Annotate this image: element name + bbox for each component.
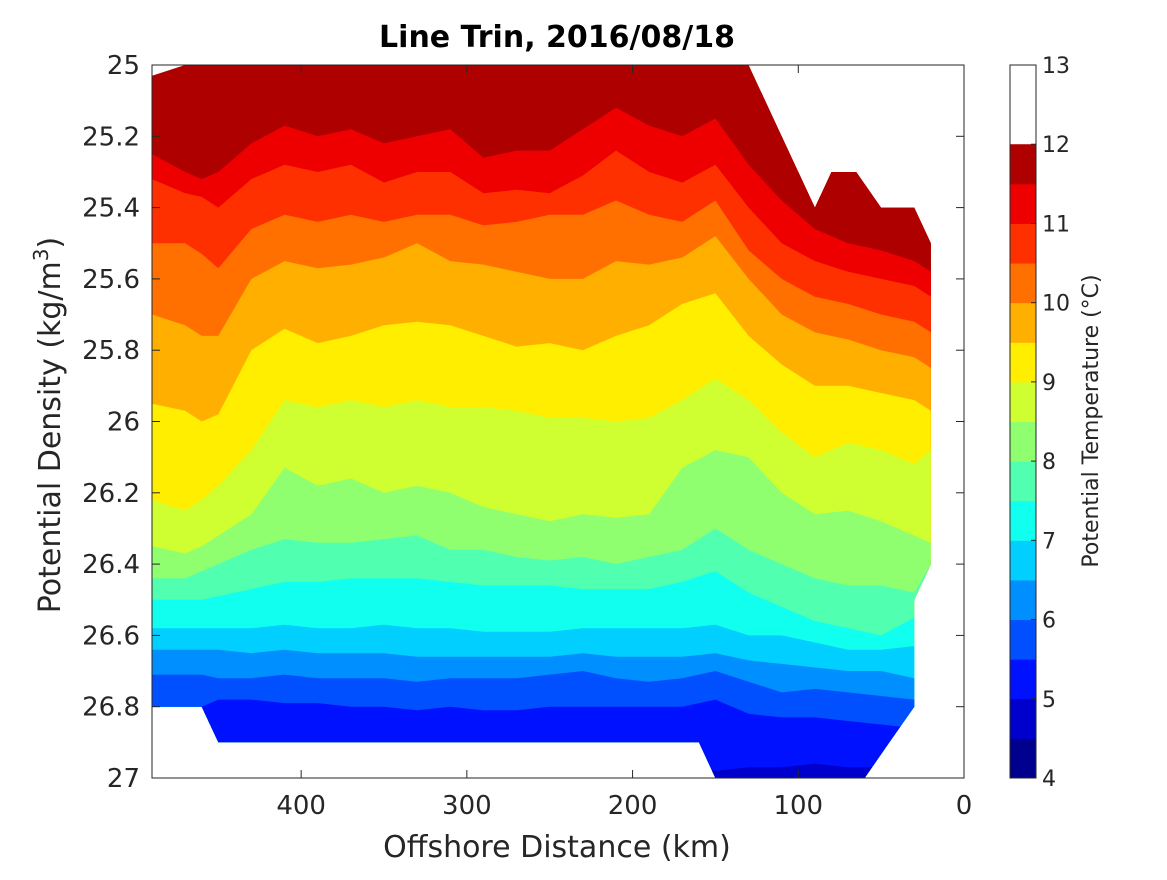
colorbar-frame	[1009, 64, 1037, 779]
colorbar-swatch	[1010, 223, 1036, 264]
y-axis-label-superscript: 3	[29, 248, 53, 261]
y-tick-label: 25.2	[82, 122, 140, 152]
y-tick-label: 25	[107, 51, 140, 81]
colorbar: 4 5 6 7 8 9 10 11 12 13	[1009, 54, 1070, 792]
colorbar-tick-label: 9	[1042, 371, 1056, 396]
y-tick-label: 25.4	[82, 194, 140, 224]
colorbar-tick-label: 12	[1042, 133, 1070, 158]
colorbar-swatch	[1010, 144, 1036, 185]
colorbar-tick-label: 8	[1042, 450, 1056, 475]
colorbar-swatch	[1010, 263, 1036, 304]
x-tick-label: 300	[442, 791, 492, 821]
y-axis-label: Potential Density (kg/m3)	[29, 237, 68, 613]
y-tick-label: 26	[107, 408, 140, 438]
y-tick-label: 25.6	[82, 265, 140, 295]
x-tick-label: 100	[773, 791, 823, 821]
colorbar-tick-label: 4	[1042, 767, 1056, 792]
y-axis-label-suffix: )	[33, 237, 68, 249]
y-tick-label: 26.4	[82, 550, 140, 580]
y-axis: 25 25.2 25.4 25.6 25.8 26 26.2 26.4 26.6 26.8 27	[82, 51, 964, 794]
y-tick-label: 26.6	[82, 621, 140, 651]
colorbar-tick-label: 13	[1042, 54, 1070, 79]
colorbar-swatch	[1010, 461, 1036, 502]
y-tick-label: 26.8	[82, 693, 140, 723]
colorbar-label: Potential Temperature (°C)	[1079, 274, 1104, 567]
colorbar-swatch	[1010, 579, 1036, 621]
colorbar-swatch	[1010, 342, 1036, 383]
x-axis: 400 300 200 100 0	[276, 65, 972, 821]
y-tick-label: 27	[107, 764, 140, 794]
colorbar-swatch	[1010, 183, 1036, 224]
chart-title: Line Trin, 2016/08/18	[379, 20, 735, 55]
colorbar-swatch	[1010, 500, 1036, 541]
colorbar-swatch	[1010, 421, 1036, 462]
colorbar-tick-label: 10	[1042, 292, 1070, 317]
x-axis-label: Offshore Distance (km)	[383, 830, 731, 865]
colorbar-swatch	[1010, 540, 1036, 581]
y-tick-label: 25.8	[82, 336, 140, 366]
colorbar-swatch	[1010, 698, 1036, 739]
colorbar-swatch	[1010, 619, 1036, 660]
y-tick-label: 26.2	[82, 479, 140, 509]
colorbar-swatch	[1010, 738, 1036, 779]
contour-fill-group	[152, 65, 931, 778]
x-tick-label: 0	[956, 791, 973, 821]
colorbar-tick-label: 7	[1042, 529, 1056, 554]
y-axis-label-main: Potential Density (kg/m	[33, 261, 68, 613]
colorbar-swatch	[1010, 659, 1036, 700]
colorbar-tick-label: 5	[1042, 688, 1056, 713]
colorbar-swatch	[1010, 302, 1036, 343]
colorbar-tick-label: 11	[1042, 212, 1070, 237]
x-tick-label: 200	[608, 791, 658, 821]
colorbar-tick-label: 6	[1042, 609, 1056, 634]
x-tick-label: 400	[276, 791, 326, 821]
colorbar-swatch	[1010, 381, 1036, 422]
plot-area	[151, 64, 965, 779]
